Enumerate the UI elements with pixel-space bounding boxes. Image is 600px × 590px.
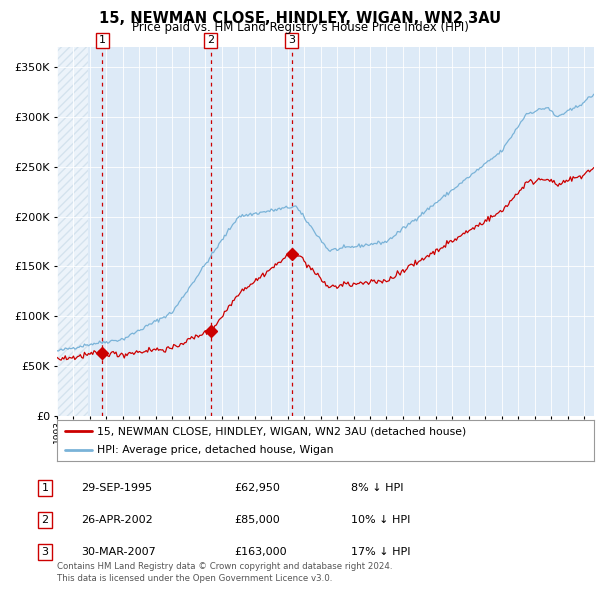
Text: 15, NEWMAN CLOSE, HINDLEY, WIGAN, WN2 3AU: 15, NEWMAN CLOSE, HINDLEY, WIGAN, WN2 3A… [99, 11, 501, 25]
Text: 30-MAR-2007: 30-MAR-2007 [81, 547, 156, 556]
Text: 3: 3 [288, 35, 295, 45]
Text: Contains HM Land Registry data © Crown copyright and database right 2024.
This d: Contains HM Land Registry data © Crown c… [57, 562, 392, 583]
Text: 8% ↓ HPI: 8% ↓ HPI [351, 483, 404, 493]
Text: HPI: Average price, detached house, Wigan: HPI: Average price, detached house, Wiga… [97, 445, 334, 455]
Text: 29-SEP-1995: 29-SEP-1995 [81, 483, 152, 493]
Text: Price paid vs. HM Land Registry's House Price Index (HPI): Price paid vs. HM Land Registry's House … [131, 21, 469, 34]
Text: £85,000: £85,000 [234, 515, 280, 525]
Text: 2: 2 [207, 35, 214, 45]
Text: 15, NEWMAN CLOSE, HINDLEY, WIGAN, WN2 3AU (detached house): 15, NEWMAN CLOSE, HINDLEY, WIGAN, WN2 3A… [97, 426, 467, 436]
Text: 1: 1 [99, 35, 106, 45]
Text: 17% ↓ HPI: 17% ↓ HPI [351, 547, 410, 556]
Text: 1: 1 [41, 483, 49, 493]
Text: 3: 3 [41, 547, 49, 556]
Bar [57, 47, 88, 416]
Text: 10% ↓ HPI: 10% ↓ HPI [351, 515, 410, 525]
Text: 2: 2 [41, 515, 49, 525]
Text: 26-APR-2002: 26-APR-2002 [81, 515, 153, 525]
Text: £163,000: £163,000 [234, 547, 287, 556]
Text: £62,950: £62,950 [234, 483, 280, 493]
